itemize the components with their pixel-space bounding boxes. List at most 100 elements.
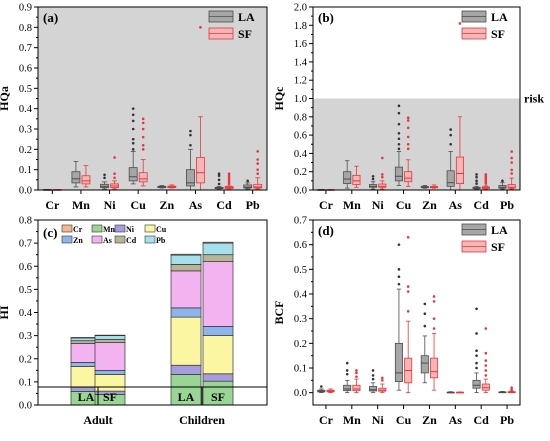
y-tick-label: 0.0: [294, 388, 307, 399]
panel-a: Cr Mn Ni Cu Zn As Cd Pb 0.0 0.1 0.2 0.3 0.4 0.5 0.6 0.7…: [0, 3, 268, 212]
legend-label: SF: [491, 240, 505, 254]
y-tick-label: 0.2: [19, 354, 32, 365]
outlier-point: [227, 172, 231, 176]
outlier-point: [501, 179, 504, 183]
y-tick-label: 1.8: [294, 21, 307, 32]
outlier-point: [227, 176, 231, 180]
bar-segment-cu: [202, 335, 234, 375]
y-tick-label: 0.4: [19, 308, 33, 319]
outlier-point: [189, 129, 192, 133]
outlier-point: [355, 371, 358, 375]
box-sf-cu: [404, 171, 413, 183]
x-tick-label: Cd: [474, 198, 490, 212]
outlier-point: [475, 354, 478, 357]
outlier-point: [113, 176, 116, 180]
outlier-point: [141, 143, 145, 147]
box-la-mn: [343, 171, 352, 184]
legend-swatch-pb: [144, 235, 156, 244]
y-tick-label: 0.2: [294, 167, 307, 178]
outlier-point: [320, 385, 323, 388]
bar-segment-cu: [170, 316, 202, 366]
legend-label: SF: [491, 27, 505, 41]
y-tick-label: 1.0: [294, 94, 307, 105]
outlier-point: [199, 26, 202, 29]
outlier-point: [256, 150, 259, 153]
outlier-point: [484, 173, 488, 176]
outlier-point: [141, 127, 145, 131]
bar-segment-cd: [94, 338, 126, 343]
box-sf-mn: [352, 174, 361, 185]
y-tick-label: 0.4: [294, 149, 308, 160]
outlier-point: [355, 375, 358, 378]
y-tick-label: 1.2: [294, 76, 307, 87]
outlier-point: [381, 173, 384, 176]
y-tick-label: 0.0: [294, 186, 307, 197]
outlier-point: [397, 131, 401, 135]
x-tick-label: Cd: [216, 198, 232, 212]
box-la-mn: [71, 171, 81, 184]
outlier-point: [113, 156, 116, 159]
outlier-point: [397, 142, 401, 146]
group-label: Children: [179, 413, 225, 427]
legend-swatch-cu: [144, 224, 156, 233]
box-la-pb: [243, 184, 253, 189]
panel-label: (b): [318, 10, 334, 25]
outlier-point: [189, 143, 192, 147]
legend-swatch-cr: [61, 224, 73, 233]
x-tick-label: Pb: [500, 198, 514, 212]
outlier-point: [397, 243, 401, 246]
box-sf-mn: [81, 175, 91, 185]
outlier-point: [397, 122, 401, 126]
outlier-point: [423, 302, 427, 306]
outlier-point: [423, 312, 427, 316]
bar-segment-pb: [202, 242, 234, 256]
y-tick-label: 0.8: [294, 112, 307, 123]
outlier-point: [475, 361, 478, 365]
bar-segment-cr: [202, 241, 234, 244]
outlier-point: [217, 182, 221, 186]
legend-label: Cr: [73, 225, 83, 234]
outlier-point: [246, 179, 249, 183]
legend-swatch-cd: [114, 235, 126, 244]
outlier-point: [345, 361, 349, 365]
outlier-point: [475, 332, 478, 335]
bar-label: LA: [178, 390, 195, 404]
y-tick-label: 0.7: [294, 216, 307, 227]
outlier-point: [227, 174, 231, 178]
x-tick-label: Mn: [343, 198, 361, 212]
x-tick-label: Cr: [45, 198, 60, 212]
legend-swatch-zn: [61, 235, 73, 244]
outlier-point: [449, 142, 452, 146]
y-axis-label: BCF: [272, 301, 286, 325]
outlier-point: [484, 176, 488, 180]
bar-segment-cr: [94, 334, 126, 337]
outlier-point: [371, 174, 375, 178]
outlier-point: [189, 133, 192, 137]
y-axis-label: HQa: [0, 86, 11, 111]
outlier-point: [475, 179, 478, 183]
bar-segment-cd: [170, 264, 202, 272]
outlier-point: [406, 309, 410, 313]
outlier-point: [449, 128, 452, 131]
y-axis-label: HI: [0, 305, 11, 319]
x-tick-label: Zn: [159, 198, 174, 212]
x-tick-label: Zn: [422, 413, 437, 427]
panel-d: Cr Mn Ni Cu Zn As Cd Pb 0.0 0.1 0.2 0.3 0.4 0.5 0.6 0.7…: [272, 216, 521, 427]
x-tick-label: As: [189, 198, 203, 212]
box-sf-zn: [430, 357, 439, 379]
panel-c: LA SF LA SF 0.0 0.1 0.2 0.3 0.4 0.5 0.6 0.7 0.8 HI Adu…: [0, 216, 268, 427]
plot-frame: [312, 219, 521, 406]
x-tick-label: Cr: [319, 413, 334, 427]
y-tick-label: 0.2: [19, 145, 32, 156]
outlier-point: [103, 176, 106, 180]
outlier-point: [423, 324, 427, 328]
outlier-point: [475, 349, 478, 353]
outlier-point: [432, 295, 436, 298]
outlier-point: [432, 327, 436, 330]
y-tick-label: 0.4: [19, 104, 33, 115]
legend-label: SF: [238, 27, 252, 41]
box-la-zn: [420, 355, 429, 374]
outlier-point: [510, 388, 513, 392]
x-tick-label: Cu: [396, 413, 412, 427]
x-tick-label: Pb: [246, 198, 260, 212]
